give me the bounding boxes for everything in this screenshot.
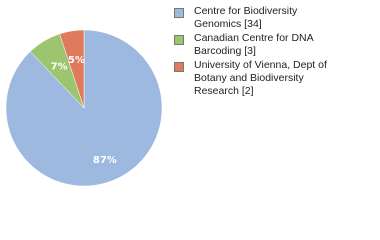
legend-label: University of Vienna, Dept of Botany and… [194,59,327,97]
legend-label: Canadian Centre for DNA Barcoding [3] [194,32,314,57]
legend-item: Canadian Centre for DNA Barcoding [3] [174,32,344,58]
slice-label: 87% [93,155,117,166]
pie-slice [59,29,85,109]
legend-item: University of Vienna, Dept of Botany and… [174,59,344,98]
legend-swatch [174,35,184,45]
slice-label: 5% [68,55,85,66]
legend-swatch [174,62,184,72]
legend-label: Centre for Biodiversity Genomics [34] [194,5,298,30]
slice-label: 7% [51,62,68,73]
pie-area: 87% 7%5% [5,29,163,187]
legend-item: Centre for Biodiversity Genomics [34] [174,5,344,31]
legend-swatch [174,8,184,18]
